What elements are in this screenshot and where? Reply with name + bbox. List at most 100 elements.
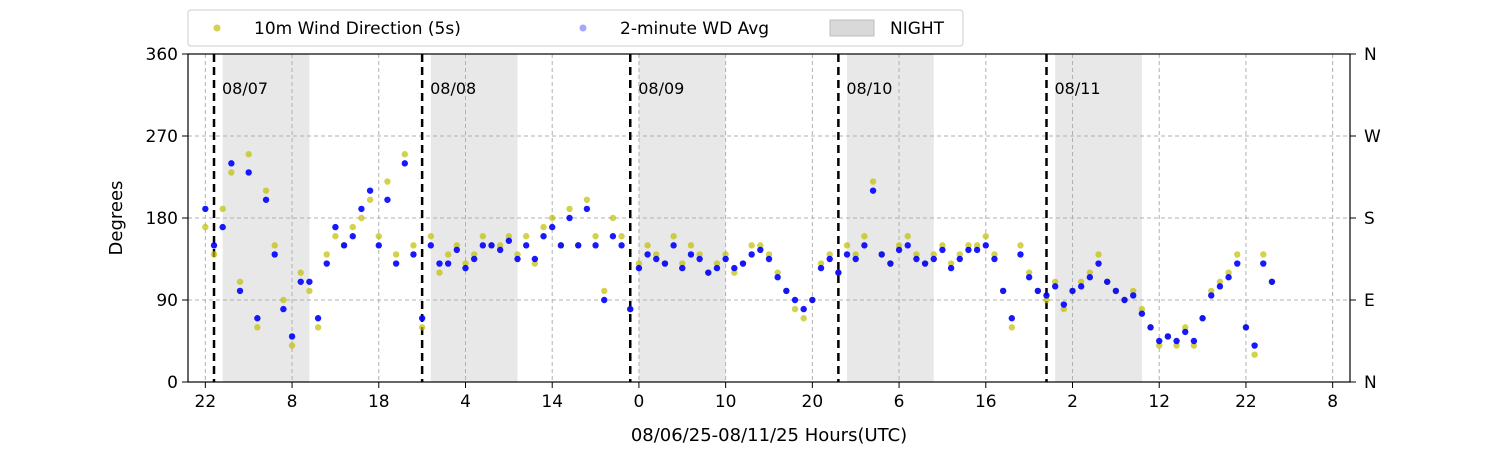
wd-avg-point <box>1051 283 1059 290</box>
wd-avg-point <box>1242 324 1250 331</box>
wd-avg-point <box>878 251 885 258</box>
wind-direction-point <box>774 269 781 276</box>
wd-avg-point <box>444 260 452 267</box>
wd-avg-point <box>696 255 703 263</box>
wd-avg-point <box>748 251 755 258</box>
wd-avg-point <box>765 255 773 263</box>
wd-avg-point <box>601 296 608 304</box>
wd-avg-point <box>982 242 989 249</box>
x-tick-label: 14 <box>541 392 563 412</box>
wd-avg-point <box>323 260 330 267</box>
wd-avg-point <box>1268 278 1276 285</box>
wd-avg-point <box>453 246 461 254</box>
wind-direction-point <box>982 233 989 240</box>
wd-avg-point <box>436 260 443 267</box>
wd-avg-point <box>731 264 738 272</box>
day-marker-label: 08/08 <box>430 79 476 98</box>
wd-avg-point <box>679 264 686 272</box>
wd-avg-point <box>1060 301 1068 308</box>
wind-direction-point <box>956 251 963 258</box>
wd-avg-point <box>297 278 304 285</box>
wind-direction-point <box>323 251 330 258</box>
wd-avg-point <box>375 242 382 249</box>
wd-avg-point <box>219 223 226 231</box>
wd-avg-point <box>575 242 582 249</box>
x-tick-label: 0 <box>634 392 645 412</box>
wind-direction-point <box>1182 324 1189 331</box>
wind-direction-point <box>540 223 547 231</box>
x-tick-label: 12 <box>1148 392 1170 412</box>
wd-avg-point <box>306 278 313 285</box>
wd-avg-point <box>861 242 868 249</box>
wd-avg-point <box>627 305 634 313</box>
wd-avg-point <box>939 246 946 254</box>
wd-avg-point <box>254 315 261 322</box>
y-tick-label: 360 <box>146 45 178 65</box>
legend-box <box>187 9 964 47</box>
wind-direction-point <box>583 196 591 203</box>
wind-direction-point <box>1260 251 1267 258</box>
wd-avg-point <box>314 315 322 322</box>
x-tick-label: 8 <box>1327 392 1338 412</box>
wd-avg-point <box>462 264 469 272</box>
wd-avg-point <box>1008 315 1016 322</box>
x-tick-label: 6 <box>894 392 905 412</box>
x-tick-label: 4 <box>460 392 471 412</box>
compass-tick-label: S <box>1364 209 1375 229</box>
wind-direction-point <box>392 251 400 258</box>
wd-avg-point <box>635 264 643 272</box>
wd-avg-point <box>913 255 920 263</box>
wind-direction-point <box>696 251 703 258</box>
wind-direction-point <box>306 287 313 295</box>
wind-direction-point <box>531 260 539 267</box>
wd-avg-point <box>1225 274 1232 281</box>
wind-direction-point <box>713 260 721 267</box>
x-tick-label: 8 <box>287 392 298 412</box>
wind-direction-point <box>1077 278 1085 285</box>
wind-direction-point <box>800 315 807 322</box>
wd-avg-point <box>843 251 851 258</box>
wd-avg-point <box>236 287 244 295</box>
wd-avg-point <box>1138 310 1146 317</box>
legend-label: NIGHT <box>890 19 945 39</box>
wind-direction-point <box>895 242 903 249</box>
wind-direction-point <box>549 214 556 222</box>
wd-avg-point <box>713 264 721 272</box>
wd-avg-point <box>1156 337 1163 345</box>
wind-direction-point <box>1060 305 1068 313</box>
wd-avg-point <box>1069 287 1076 295</box>
wd-avg-point <box>1043 292 1050 299</box>
wind-direction-point <box>687 242 695 249</box>
wd-avg-point <box>540 233 547 240</box>
x-axis-label: 08/06/25-08/11/25 Hours(UTC) <box>631 425 907 446</box>
wd-avg-point <box>1121 296 1128 304</box>
wind-direction-point <box>1190 342 1198 349</box>
wd-avg-point <box>549 223 556 231</box>
wind-direction-point <box>522 233 530 240</box>
wind-direction-point <box>765 251 773 258</box>
series-wd-2min-avg <box>202 160 1276 349</box>
x-tick-label: 22 <box>1235 392 1257 412</box>
wind-direction-point <box>861 233 868 240</box>
wind-direction-point <box>262 187 270 194</box>
wd-avg-point <box>653 255 660 263</box>
wind-direction-point <box>618 233 625 240</box>
wind-direction-point <box>653 251 660 258</box>
wd-avg-point <box>852 255 859 263</box>
x-tick-label: 16 <box>975 392 997 412</box>
wd-avg-point <box>757 246 764 254</box>
wd-avg-point <box>921 260 929 267</box>
wd-avg-point <box>835 269 842 276</box>
wind-direction-point <box>965 242 972 249</box>
wd-avg-point <box>418 315 426 322</box>
wd-avg-point <box>245 169 252 176</box>
wd-avg-point <box>1199 315 1206 322</box>
wind-direction-point <box>869 178 877 185</box>
legend-label: 10m Wind Direction (5s) <box>254 19 461 39</box>
wd-avg-point <box>1216 283 1224 290</box>
wind-direction-point <box>401 151 408 158</box>
wind-direction-point <box>297 269 304 276</box>
wd-avg-point <box>965 246 972 254</box>
wd-avg-point <box>522 242 530 249</box>
wd-avg-point <box>358 205 365 213</box>
